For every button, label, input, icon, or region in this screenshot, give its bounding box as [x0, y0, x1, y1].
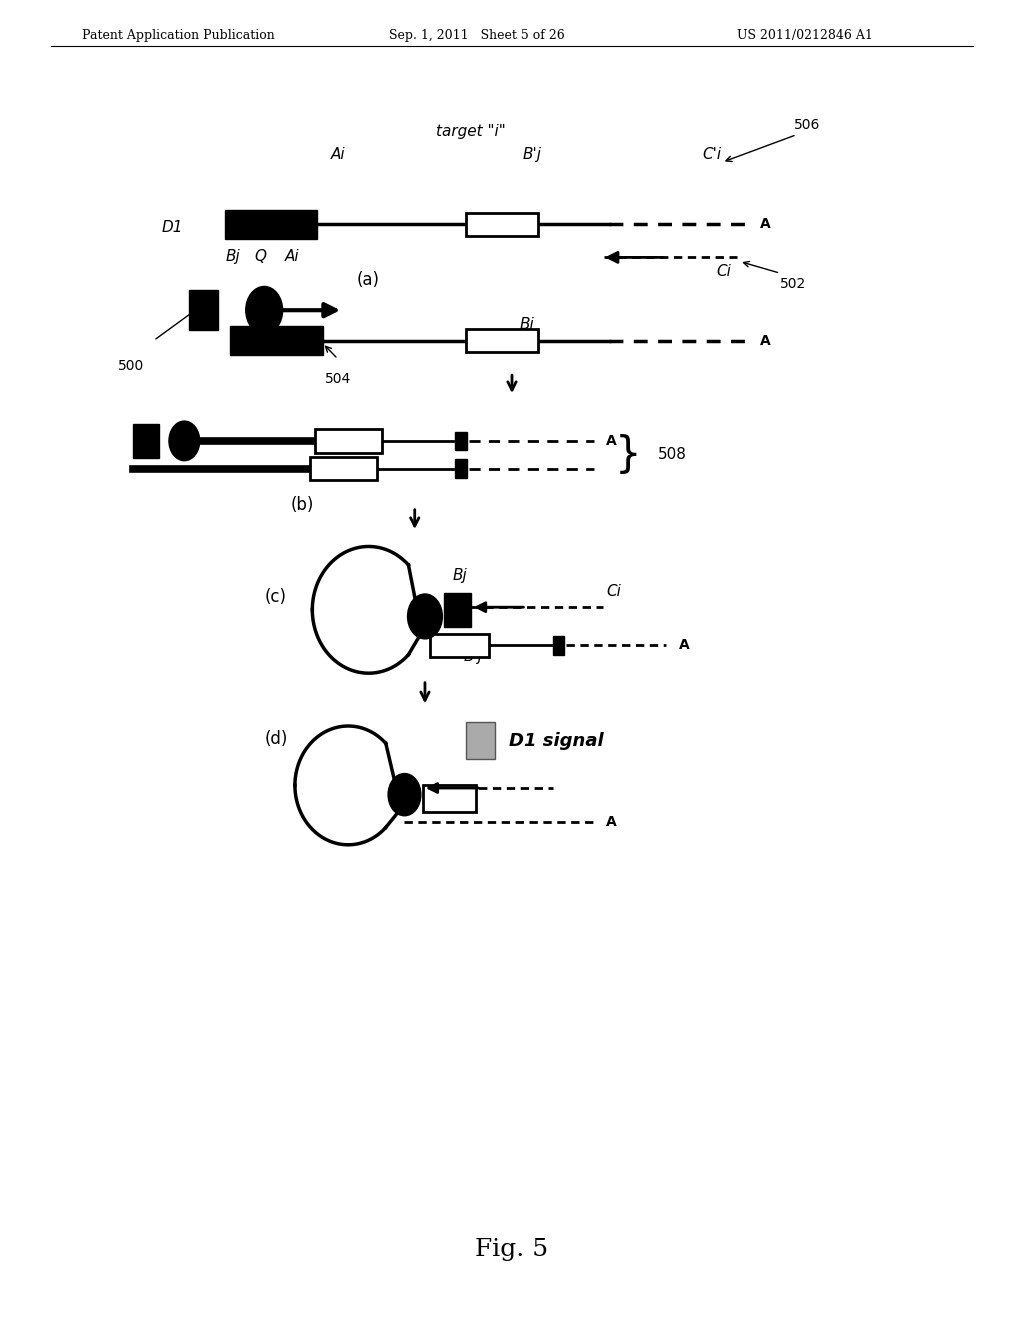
Bar [466, 722, 495, 759]
Text: Ai: Ai [285, 249, 299, 264]
Text: target "i": target "i" [436, 124, 506, 139]
Text: D1 signal: D1 signal [509, 731, 603, 750]
Bar [444, 593, 471, 627]
Bar [310, 457, 377, 480]
Text: B'j: B'j [464, 649, 482, 664]
Bar [455, 432, 467, 450]
Circle shape [169, 421, 200, 461]
Text: Ci: Ci [717, 264, 732, 279]
Text: Q: Q [254, 249, 266, 264]
Text: (c): (c) [264, 587, 286, 606]
Bar [466, 213, 538, 236]
Bar [423, 785, 476, 812]
Text: 504: 504 [325, 372, 351, 387]
Bar [189, 290, 218, 330]
Text: C'i: C'i [702, 148, 721, 162]
Text: 508: 508 [657, 447, 686, 462]
Bar [133, 424, 159, 458]
Bar [315, 429, 382, 453]
Text: A: A [760, 218, 770, 231]
Text: A: A [760, 334, 770, 347]
Text: Bj: Bj [453, 569, 467, 583]
Text: Patent Application Publication: Patent Application Publication [82, 29, 274, 42]
Text: 502: 502 [780, 277, 807, 292]
Bar [466, 329, 538, 352]
Bar [466, 722, 495, 759]
Text: Bj: Bj [225, 249, 240, 264]
Text: (a): (a) [356, 271, 379, 289]
Text: Ai: Ai [331, 148, 345, 162]
Bar [553, 636, 564, 655]
Text: (d): (d) [264, 730, 288, 748]
Text: A: A [606, 816, 616, 829]
Circle shape [408, 594, 442, 639]
Text: 506: 506 [794, 119, 820, 132]
Text: }: } [614, 434, 641, 475]
Circle shape [388, 774, 421, 816]
Text: Sep. 1, 2011   Sheet 5 of 26: Sep. 1, 2011 Sheet 5 of 26 [389, 29, 565, 42]
Bar [225, 210, 317, 239]
Text: A: A [606, 434, 616, 447]
Text: B'j: B'j [523, 148, 542, 162]
Bar [430, 634, 489, 657]
Text: D1: D1 [162, 220, 182, 235]
Text: 500: 500 [118, 359, 144, 374]
Text: Fig. 5: Fig. 5 [475, 1238, 549, 1261]
Circle shape [246, 286, 283, 334]
Bar [230, 326, 323, 355]
Bar [455, 459, 467, 478]
Text: Bj: Bj [520, 317, 535, 331]
Text: (b): (b) [291, 496, 313, 515]
Text: Ci: Ci [606, 585, 622, 599]
Text: US 2011/0212846 A1: US 2011/0212846 A1 [737, 29, 873, 42]
Text: A: A [679, 639, 689, 652]
